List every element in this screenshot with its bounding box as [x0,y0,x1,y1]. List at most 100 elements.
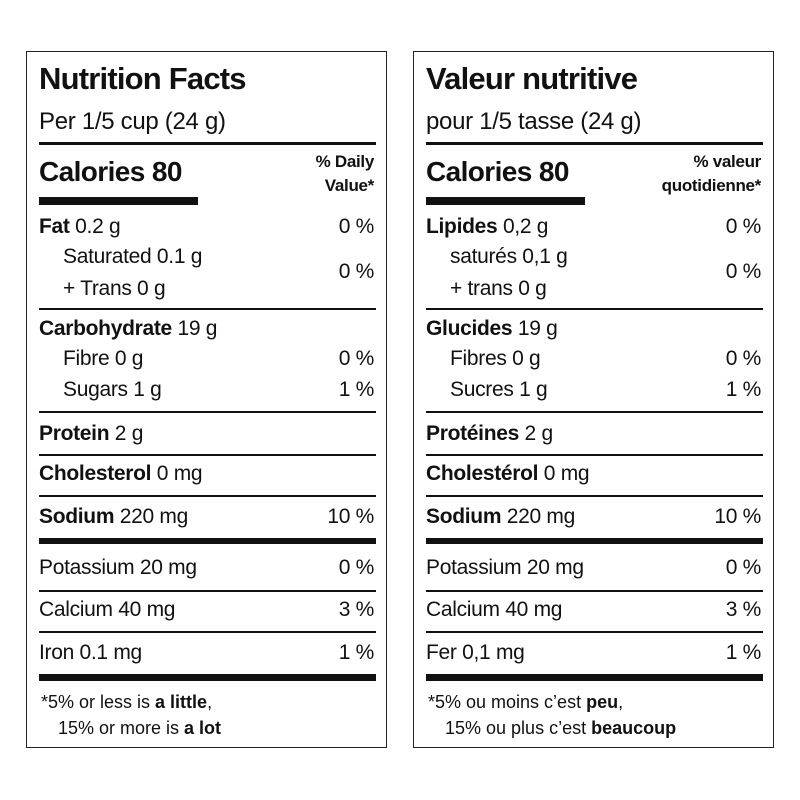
nutrient-name: Cholesterol [39,462,152,485]
nutrient-name: Lipides [426,215,498,238]
nutrient-amount: Fer 0,1 mg [426,641,525,664]
nutrition-panel: Valeur nutritive pour 1/5 tasse (24 g) Cal… [413,51,774,748]
daily-value: 3 % [338,598,375,621]
rule [39,538,376,544]
daily-value: 0 % [338,215,375,238]
nutrient-row: Cholestérol 0 mg [426,459,590,489]
dv-header: % Daily [315,152,375,171]
rule [426,495,763,497]
nutrient-row: Lipides 0,2 g [426,212,548,242]
nutrient-amount: Calcium 40 mg [39,598,176,621]
dv-header: % valeur [693,152,761,171]
daily-value: 10 % [327,505,374,528]
footnote-text: peu [586,692,619,712]
nutrient-amount: Calcium 40 mg [426,598,563,621]
nutrient-amount: 19 g [517,317,558,340]
nutrient-amount: Fibre 0 g [63,347,144,370]
daily-value: 0 % [725,260,762,283]
dv-header: quotidienne* [661,176,762,195]
nutrient-amount: 0 mg [543,462,590,485]
rule [39,454,376,456]
rule [39,308,376,310]
nutrient-line: saturés 0,1 g [450,245,568,268]
rule [39,142,376,145]
nutrient-row: Potassium 20 mg [39,553,197,583]
daily-value: 3 % [725,598,762,621]
nutrient-name: Protéines [426,422,519,445]
nutrient-row: Cholesterol 0 mg [39,459,203,489]
rule [39,631,376,633]
rule [426,674,763,681]
footnote-text: 15% ou plus c’est [445,718,592,738]
nutrient-amount: 2 g [114,422,144,445]
calories: Calories 80 [39,156,182,187]
daily-value: 0 % [725,215,762,238]
dv-header: Value* [324,176,375,195]
footnote-line: *5% or less is a little, [41,687,212,717]
rule [426,538,763,544]
nutrient-amount: Potassium 20 mg [426,556,584,579]
nutrient-row: Protein 2 g [39,419,143,449]
nutrient-name: Protein [39,422,110,445]
footnote-text: *5% or less is [41,692,156,712]
nutrient-name: Fat [39,215,70,238]
rule [39,590,376,592]
daily-value: 1 % [725,378,762,401]
nutrient-line: + Trans 0 g [63,277,166,300]
rule [426,631,763,633]
nutrient-amount: 220 mg [506,505,576,528]
nutrient-amount: 2 g [524,422,554,445]
nutrient-row: Fat 0.2 g [39,212,121,242]
rule [426,411,763,413]
footnote-text: beaucoup [591,718,677,738]
nutrient-row: Sodium 220 mg [426,502,575,532]
rule [39,495,376,497]
nutrient-name: Sodium [39,505,115,528]
footnote-text: a little [155,692,208,712]
nutrient-amount: 0 mg [156,462,203,485]
panel-title: Nutrition Facts [39,61,247,96]
nutrient-amount: 0,2 g [502,215,549,238]
rule [39,411,376,413]
nutrient-amount: 220 mg [119,505,189,528]
nutrient-amount: Fibres 0 g [450,347,541,370]
nutrient-row: Protéines 2 g [426,419,553,449]
rule [426,142,763,145]
nutrient-row: Calcium 40 mg [39,595,175,625]
daily-value: 1 % [338,378,375,401]
serving-size: Per 1/5 cup (24 g) [39,108,226,135]
footnote-line: 15% or more is a lot [58,713,221,743]
daily-value: 10 % [714,505,761,528]
nutrient-line: + trans 0 g [450,277,547,300]
footnote-text: *5% ou moins c’est [428,692,587,712]
footnote-text: a lot [184,718,222,738]
panel-title: Valeur nutritive [426,61,638,96]
daily-value: 0 % [338,556,375,579]
nutrition-panel: Nutrition Facts Per 1/5 cup (24 g) Calorie… [26,51,387,748]
rule [426,308,763,310]
nutrient-amount: 19 g [177,317,218,340]
nutrient-name: Cholestérol [426,462,539,485]
footnote-line: 15% ou plus c’est beaucoup [445,713,676,743]
daily-value: 0 % [725,347,762,370]
nutrient-amount: Sucres 1 g [450,378,548,401]
nutrient-row: Sodium 220 mg [39,502,188,532]
calories: Calories 80 [426,156,569,187]
rule [39,197,198,205]
serving-size: pour 1/5 tasse (24 g) [426,108,642,135]
nutrient-amount: Iron 0.1 mg [39,641,142,664]
nutrient-amount: Potassium 20 mg [39,556,197,579]
nutrient-row: Sucres 1 g [450,375,548,405]
rule [39,674,376,681]
nutrient-row: Fer 0,1 mg [426,638,525,668]
daily-value: 0 % [725,556,762,579]
nutrient-name: Carbohydrate [39,317,172,340]
nutrient-row: Calcium 40 mg [426,595,562,625]
nutrient-amount: Sugars 1 g [63,378,162,401]
rule [426,590,763,592]
footnote-text: 15% or more is [58,718,185,738]
footnote-text: , [207,692,213,712]
daily-value: 1 % [338,641,375,664]
nutrient-row: Iron 0.1 mg [39,638,142,668]
